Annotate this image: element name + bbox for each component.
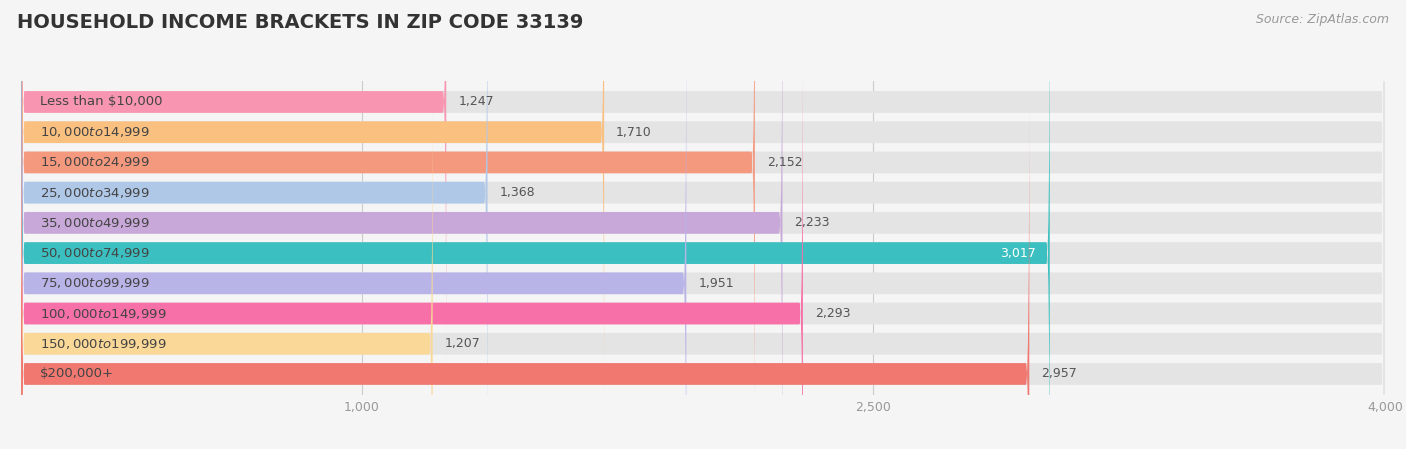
Text: 1,951: 1,951 bbox=[699, 277, 734, 290]
Text: 2,152: 2,152 bbox=[766, 156, 803, 169]
Text: $15,000 to $24,999: $15,000 to $24,999 bbox=[39, 155, 149, 169]
Text: Source: ZipAtlas.com: Source: ZipAtlas.com bbox=[1256, 13, 1389, 26]
FancyBboxPatch shape bbox=[21, 22, 1385, 449]
FancyBboxPatch shape bbox=[21, 53, 1385, 449]
Text: 2,233: 2,233 bbox=[794, 216, 830, 229]
FancyBboxPatch shape bbox=[21, 0, 1385, 449]
Text: $25,000 to $34,999: $25,000 to $34,999 bbox=[39, 185, 149, 200]
FancyBboxPatch shape bbox=[21, 83, 1385, 449]
FancyBboxPatch shape bbox=[21, 0, 1385, 449]
Text: $50,000 to $74,999: $50,000 to $74,999 bbox=[39, 246, 149, 260]
FancyBboxPatch shape bbox=[21, 83, 1029, 449]
FancyBboxPatch shape bbox=[21, 0, 1385, 449]
Text: 2,957: 2,957 bbox=[1042, 367, 1077, 380]
Text: $75,000 to $99,999: $75,000 to $99,999 bbox=[39, 276, 149, 291]
FancyBboxPatch shape bbox=[21, 22, 803, 449]
FancyBboxPatch shape bbox=[21, 0, 488, 449]
Text: HOUSEHOLD INCOME BRACKETS IN ZIP CODE 33139: HOUSEHOLD INCOME BRACKETS IN ZIP CODE 33… bbox=[17, 13, 583, 32]
Text: Less than $10,000: Less than $10,000 bbox=[39, 96, 162, 109]
Text: $35,000 to $49,999: $35,000 to $49,999 bbox=[39, 216, 149, 230]
FancyBboxPatch shape bbox=[21, 53, 433, 449]
Text: 3,017: 3,017 bbox=[1000, 247, 1036, 260]
FancyBboxPatch shape bbox=[21, 0, 1050, 449]
FancyBboxPatch shape bbox=[21, 0, 1385, 423]
Text: 1,207: 1,207 bbox=[444, 337, 481, 350]
Text: $10,000 to $14,999: $10,000 to $14,999 bbox=[39, 125, 149, 139]
FancyBboxPatch shape bbox=[21, 0, 1385, 449]
Text: $150,000 to $199,999: $150,000 to $199,999 bbox=[39, 337, 166, 351]
FancyBboxPatch shape bbox=[21, 0, 1385, 449]
FancyBboxPatch shape bbox=[21, 0, 446, 393]
Text: 1,368: 1,368 bbox=[499, 186, 536, 199]
FancyBboxPatch shape bbox=[21, 0, 755, 449]
Text: $100,000 to $149,999: $100,000 to $149,999 bbox=[39, 307, 166, 321]
Text: 1,247: 1,247 bbox=[458, 96, 494, 109]
Text: $200,000+: $200,000+ bbox=[39, 367, 114, 380]
Text: 1,710: 1,710 bbox=[616, 126, 652, 139]
FancyBboxPatch shape bbox=[21, 0, 605, 423]
Text: 2,293: 2,293 bbox=[815, 307, 851, 320]
FancyBboxPatch shape bbox=[21, 0, 783, 449]
FancyBboxPatch shape bbox=[21, 0, 1385, 393]
FancyBboxPatch shape bbox=[21, 0, 686, 449]
